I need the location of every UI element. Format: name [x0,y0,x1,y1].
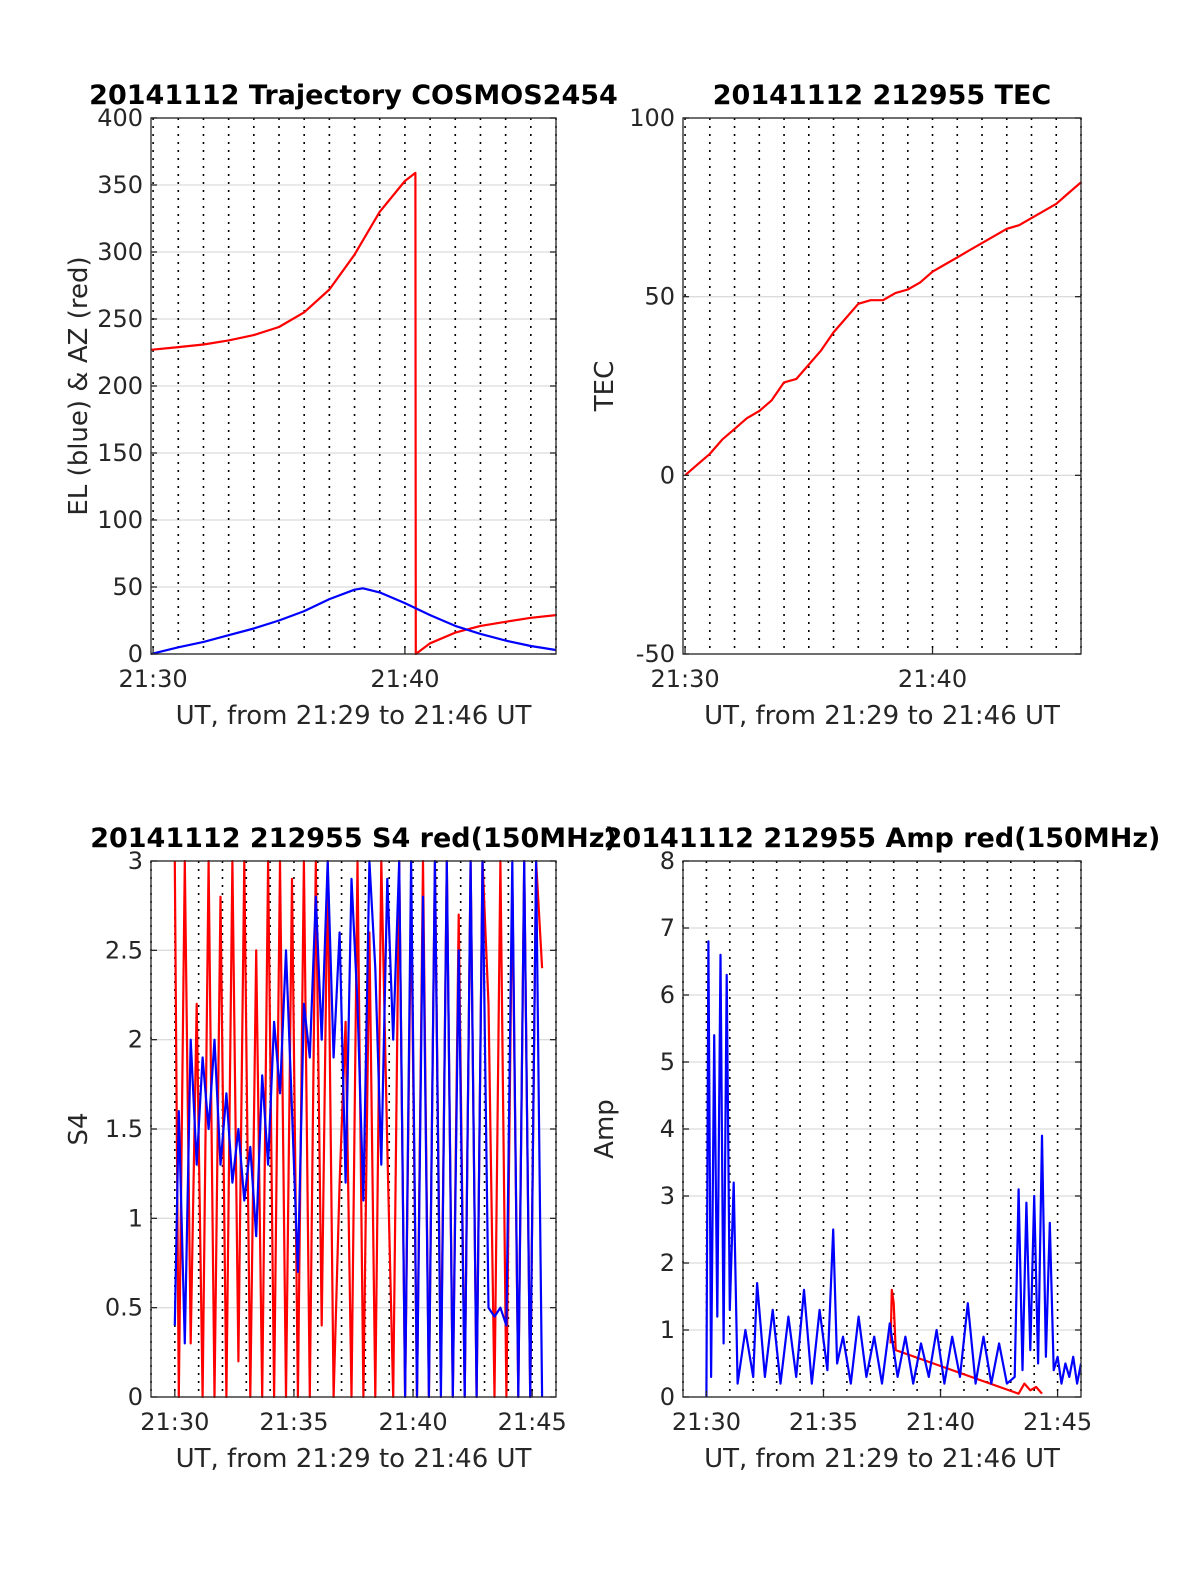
x-tick-label: 21:40 [378,1408,447,1436]
y-tick-label: 200 [97,372,143,400]
series-line-amp-blue [705,940,1081,1398]
y-tick-label: 6 [660,981,675,1009]
y-tick-label: 100 [97,506,143,534]
series-line-az [151,171,556,655]
y-tick-label: 3 [128,847,143,875]
y-tick-label: 400 [97,104,143,132]
chart-title: 20141112 Trajectory COSMOS2454 [89,80,618,111]
x-tick-label: 21:40 [906,1408,975,1436]
y-tick-label: 1 [128,1204,143,1232]
y-axis-label: S4 [64,1112,94,1145]
x-tick-label: 21:30 [119,665,188,693]
x-tick-label: 21:40 [370,665,439,693]
y-tick-label: 5 [660,1048,675,1076]
y-tick-label: 8 [660,847,675,875]
series-line-tec [684,181,1081,477]
chart-title: 20141112 212955 TEC [713,80,1052,111]
plot-area [683,118,1081,654]
y-tick-label: 0 [128,640,143,668]
y-tick-label: 1.5 [105,1115,143,1143]
x-tick-label: 21:35 [789,1408,858,1436]
y-tick-label: 2.5 [105,936,143,964]
y-tick-label: 0 [128,1383,143,1411]
x-axis-label: UT, from 21:29 to 21:46 UT [176,1444,532,1474]
x-axis-label: UT, from 21:29 to 21:46 UT [704,1444,1060,1474]
x-tick-label: 21:35 [259,1408,328,1436]
y-axis-label: Amp [590,1099,620,1159]
y-tick-label: 250 [97,305,143,333]
chart-panel-4: 0 1 2 3 4 5 6 7 8 21:30 21:35 21:40 21:45 UT, from 21… [590,823,1160,1474]
y-tick-label: 100 [629,104,675,132]
y-tick-label: 50 [644,283,675,311]
chart-title: 20141112 212955 Amp red(150MHz) [604,823,1161,854]
y-axis-label: EL (blue) & AZ (red) [64,256,94,515]
y-tick-label: 350 [97,171,143,199]
y-tick-label: 4 [660,1115,675,1143]
y-tick-label: 3 [660,1182,675,1210]
y-tick-label: 300 [97,238,143,266]
chart-panel-3: 0 0.5 1 1.5 2 2.5 3 21:30 21:35 21:40 21:45 UT, fro… [64,823,617,1474]
y-axis-label: TEC [590,361,620,412]
y-tick-label: 2 [660,1249,675,1277]
chart-title: 20141112 212955 S4 red(150MHz) [90,823,617,854]
y-tick-label: -50 [636,640,675,668]
y-tick-label: 0 [660,461,675,489]
x-tick-label: 21:45 [1023,1408,1092,1436]
y-tick-label: 1 [660,1316,675,1344]
y-tick-label: 0 [660,1383,675,1411]
y-tick-label: 50 [112,573,143,601]
y-tick-label: 7 [660,914,675,942]
axes-frame [682,117,1082,655]
chart-panel-1: 0 50 100 150 200 250 300 350 400 21:30 21:40 UT, fr… [64,80,618,731]
x-axis-label: UT, from 21:29 to 21:46 UT [704,701,1060,731]
x-tick-label: 21:45 [498,1408,567,1436]
x-tick-label: 21:30 [650,665,719,693]
y-tick-label: 2 [128,1026,143,1054]
series-line-amp-red [889,1288,1043,1395]
chart-panel-2: -50 0 50 100 21:30 21:40 UT, from 21:29 to 21:… [590,80,1082,731]
x-tick-label: 21:40 [898,665,967,693]
x-tick-label: 21:30 [140,1408,209,1436]
y-tick-label: 150 [97,439,143,467]
series-line-s4-blue [173,860,544,1398]
y-tick-label: 0.5 [105,1294,143,1322]
x-tick-label: 21:30 [672,1408,741,1436]
x-axis-label: UT, from 21:29 to 21:46 UT [176,701,532,731]
series-line-el [151,587,556,655]
